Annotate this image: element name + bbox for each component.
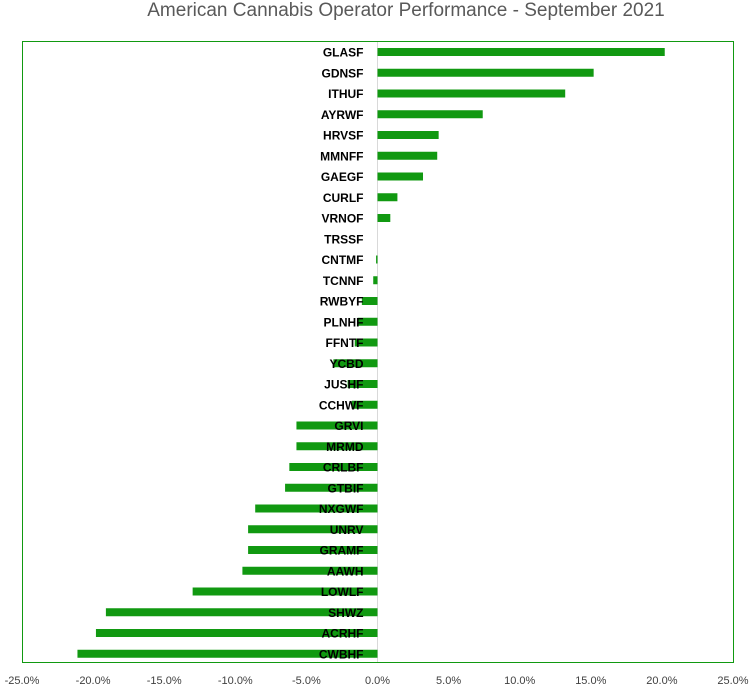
x-tick-label: -15.0%	[147, 675, 182, 687]
category-label-unrv: UNRV	[330, 523, 364, 537]
x-tick-label: -25.0%	[5, 675, 40, 687]
x-tick-label: -20.0%	[76, 675, 111, 687]
bar-lowlf	[192, 587, 378, 596]
category-label-jushf: JUSHF	[324, 378, 363, 392]
bar-ithuf	[377, 89, 566, 98]
bar-crlbf	[289, 463, 378, 471]
category-label-gaegf: GAEGF	[321, 170, 364, 184]
category-label-vrnof: VRNOF	[322, 212, 364, 226]
x-tick-label: 0.0%	[365, 675, 390, 687]
category-label-cntmf: CNTMF	[322, 253, 364, 267]
bar-gaegf	[377, 172, 424, 181]
bar-gramf	[248, 546, 378, 554]
x-tick-label: 10.0%	[504, 675, 535, 687]
category-label-ayrwf: AYRWF	[321, 108, 364, 122]
bar-tcnnf	[373, 276, 378, 285]
category-label-rwbyf: RWBYF	[320, 295, 364, 309]
bar-acrhf	[95, 629, 378, 637]
bar-rwbyf	[361, 297, 378, 305]
x-tick-label: -10.0%	[218, 675, 253, 687]
category-label-acrhf: ACRHF	[322, 627, 364, 641]
chart-title: American Cannabis Operator Performance -…	[147, 0, 665, 21]
bar-mmnff	[377, 151, 438, 160]
category-label-glasf: GLASF	[323, 46, 364, 60]
bar-nxgwf	[255, 504, 378, 513]
category-label-grvi: GRVI	[334, 419, 363, 433]
category-label-gdnsf: GDNSF	[322, 66, 364, 80]
bar-ycbd	[333, 359, 378, 368]
category-label-gtbif: GTBIF	[328, 481, 364, 495]
x-tick-label: 5.0%	[436, 675, 461, 687]
bar-curlf	[377, 193, 398, 202]
bar-gdnsf	[377, 68, 594, 77]
bar-cwbhf	[77, 649, 378, 658]
bar-unrv	[248, 525, 378, 534]
category-label-hrvsf: HRVSF	[323, 129, 363, 143]
x-tick-label: -5.0%	[292, 675, 321, 687]
bar-ffntf	[354, 338, 378, 347]
bar-hrvsf	[377, 131, 439, 139]
bar-shwz	[105, 608, 378, 617]
bar-grvi	[296, 421, 378, 430]
plot-area-frame	[22, 41, 734, 663]
bar-aawh	[242, 566, 378, 575]
category-label-ffntf: FFNTF	[326, 336, 364, 350]
category-label-shwz: SHWZ	[328, 606, 363, 620]
category-label-plnhf: PLNHF	[324, 315, 364, 329]
bar-mrmd	[296, 442, 378, 451]
category-label-gramf: GRAMF	[320, 544, 364, 558]
category-labels-group: GLASF GDNSF ITHUF AYRWF HRVSF MMNFF GAEGF CURLF…	[319, 46, 364, 662]
category-label-cwbhf: CWBHF	[319, 647, 364, 661]
x-tick-label: 15.0%	[575, 675, 606, 687]
category-label-trssf: TRSSF	[324, 232, 363, 246]
category-label-curlf: CURLF	[323, 191, 364, 205]
x-tick-label: 25.0%	[717, 675, 748, 687]
category-label-ycbd: YCBD	[329, 357, 363, 371]
bar-gtbif	[285, 483, 378, 492]
bar-ayrwf	[377, 110, 483, 119]
x-axis-tick-labels: -25.0% -20.0% -15.0% -10.0% -5.0% 0.0% 5.0% 10.…	[5, 675, 749, 687]
category-label-cchwf: CCHWF	[319, 398, 364, 412]
category-label-mrmd: MRMD	[326, 440, 364, 454]
category-label-tcnnf: TCNNF	[323, 274, 364, 288]
category-label-mmnff: MMNFF	[320, 149, 363, 163]
category-label-nxgwf: NXGWF	[319, 502, 364, 516]
bar-cntmf	[376, 255, 378, 264]
bar-vrnof	[377, 214, 391, 222]
category-label-aawh: AAWH	[327, 564, 364, 578]
bar-plnhf	[357, 317, 378, 326]
category-label-lowlf: LOWLF	[321, 585, 364, 599]
bar-cchwf	[351, 400, 378, 409]
bar-jushf	[347, 380, 378, 388]
x-tick-label: 20.0%	[646, 675, 677, 687]
bar-glasf	[377, 48, 665, 56]
category-label-crlbf: CRLBF	[323, 461, 364, 475]
category-label-ithuf: ITHUF	[328, 87, 363, 101]
bars-group	[77, 48, 665, 658]
